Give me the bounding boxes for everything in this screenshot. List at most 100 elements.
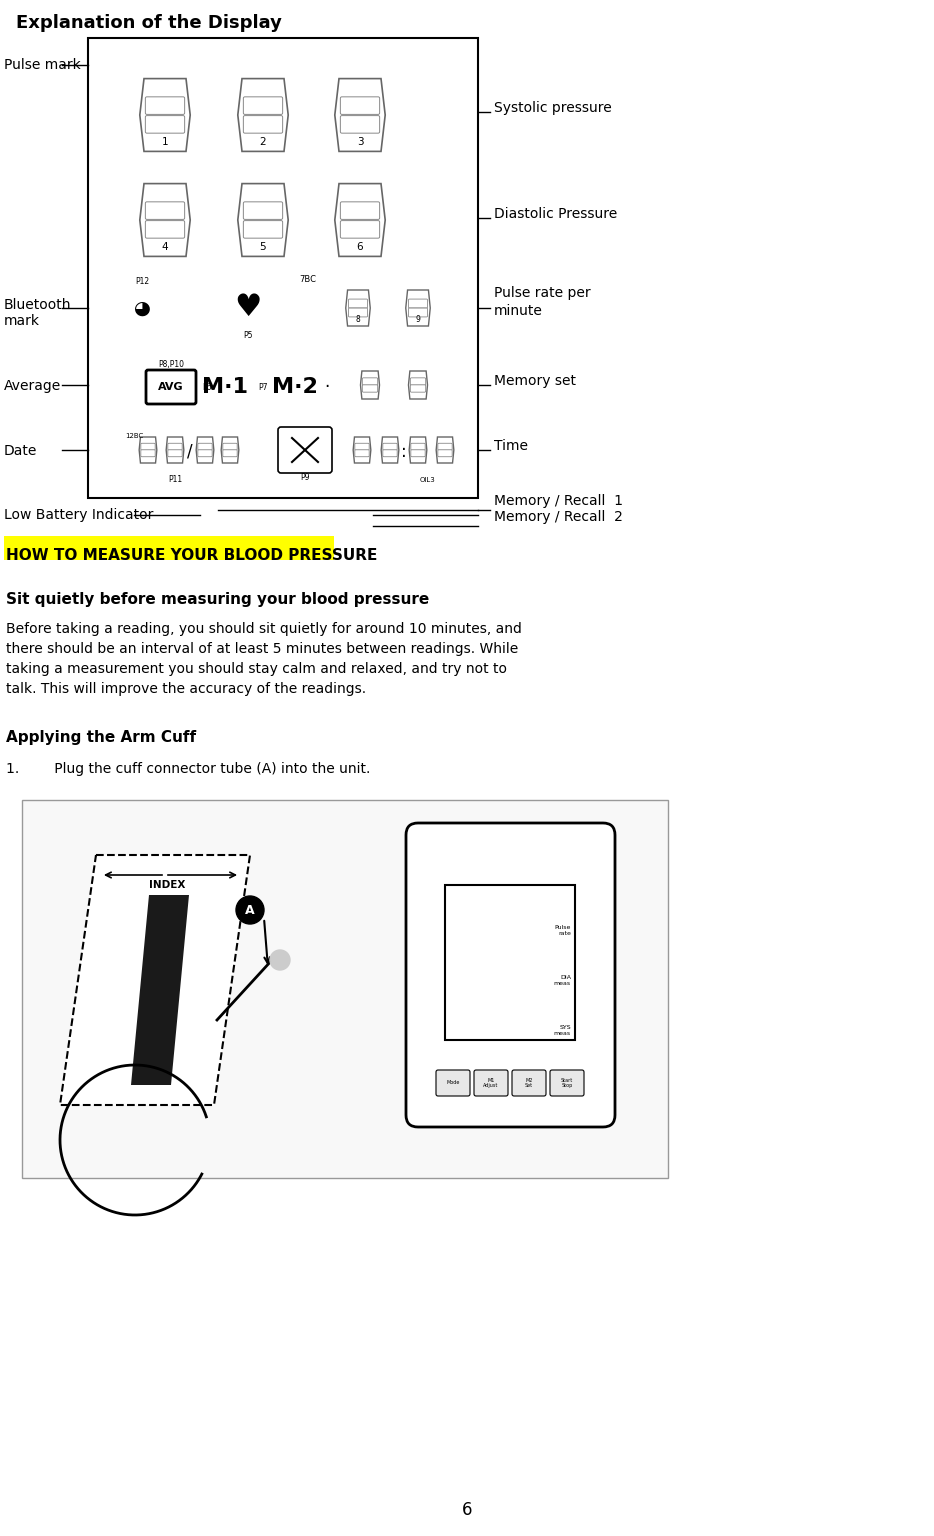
FancyBboxPatch shape bbox=[146, 221, 185, 238]
Text: Pulse
rate: Pulse rate bbox=[555, 925, 571, 935]
FancyBboxPatch shape bbox=[355, 444, 369, 450]
Text: AVG: AVG bbox=[158, 382, 184, 392]
Polygon shape bbox=[140, 184, 191, 257]
Polygon shape bbox=[346, 290, 370, 326]
Polygon shape bbox=[131, 895, 189, 1084]
Text: Explanation of the Display: Explanation of the Display bbox=[16, 14, 282, 32]
FancyBboxPatch shape bbox=[383, 450, 397, 456]
FancyBboxPatch shape bbox=[244, 201, 283, 220]
FancyBboxPatch shape bbox=[438, 450, 452, 456]
FancyBboxPatch shape bbox=[411, 450, 425, 456]
FancyBboxPatch shape bbox=[278, 427, 332, 473]
FancyBboxPatch shape bbox=[406, 823, 615, 1127]
FancyBboxPatch shape bbox=[362, 386, 377, 392]
Text: Before taking a reading, you should sit quietly for around 10 minutes, and
there: Before taking a reading, you should sit … bbox=[6, 622, 522, 696]
FancyBboxPatch shape bbox=[340, 115, 379, 134]
Text: Low Battery Indicator: Low Battery Indicator bbox=[4, 508, 153, 522]
Text: P8,P10: P8,P10 bbox=[158, 361, 184, 370]
Text: 4: 4 bbox=[162, 243, 168, 252]
Polygon shape bbox=[166, 438, 184, 462]
FancyBboxPatch shape bbox=[474, 1071, 508, 1097]
Circle shape bbox=[236, 895, 264, 925]
Text: 9: 9 bbox=[416, 315, 420, 324]
FancyBboxPatch shape bbox=[146, 370, 196, 404]
Polygon shape bbox=[221, 438, 239, 462]
Text: Time: Time bbox=[494, 439, 528, 453]
FancyBboxPatch shape bbox=[438, 444, 452, 450]
FancyBboxPatch shape bbox=[146, 97, 185, 114]
Bar bbox=[88, 38, 478, 498]
FancyBboxPatch shape bbox=[348, 309, 368, 316]
FancyBboxPatch shape bbox=[340, 201, 379, 220]
FancyBboxPatch shape bbox=[348, 300, 368, 307]
FancyBboxPatch shape bbox=[244, 115, 283, 134]
Polygon shape bbox=[196, 438, 214, 462]
Polygon shape bbox=[409, 438, 427, 462]
Text: Pulse rate per
minute: Pulse rate per minute bbox=[494, 286, 590, 318]
Polygon shape bbox=[238, 78, 289, 152]
Text: OlL3: OlL3 bbox=[420, 478, 436, 482]
Text: P9: P9 bbox=[300, 473, 310, 482]
Text: /: / bbox=[187, 442, 192, 461]
Polygon shape bbox=[436, 438, 454, 462]
Text: 6: 6 bbox=[357, 243, 363, 252]
FancyBboxPatch shape bbox=[362, 378, 377, 386]
FancyBboxPatch shape bbox=[223, 444, 237, 450]
Text: Sit quietly before measuring your blood pressure: Sit quietly before measuring your blood … bbox=[6, 591, 430, 607]
FancyBboxPatch shape bbox=[512, 1071, 546, 1097]
FancyBboxPatch shape bbox=[436, 1071, 470, 1097]
Polygon shape bbox=[139, 438, 157, 462]
Bar bbox=[445, 885, 575, 1040]
Polygon shape bbox=[238, 184, 289, 257]
Circle shape bbox=[270, 949, 290, 971]
FancyBboxPatch shape bbox=[168, 450, 182, 456]
FancyBboxPatch shape bbox=[244, 221, 283, 238]
FancyBboxPatch shape bbox=[550, 1071, 584, 1097]
Bar bbox=[4, 536, 334, 561]
Polygon shape bbox=[334, 184, 385, 257]
Text: ◕: ◕ bbox=[134, 298, 150, 318]
Text: Memory set: Memory set bbox=[494, 373, 576, 389]
Text: Bluetooth
mark: Bluetooth mark bbox=[4, 298, 72, 329]
Text: SYS
meas: SYS meas bbox=[554, 1025, 571, 1035]
Text: 3: 3 bbox=[357, 137, 363, 147]
FancyBboxPatch shape bbox=[340, 221, 379, 238]
FancyBboxPatch shape bbox=[355, 450, 369, 456]
Text: 2: 2 bbox=[260, 137, 266, 147]
Text: Memory / Recall  2: Memory / Recall 2 bbox=[494, 510, 623, 524]
Text: Date: Date bbox=[4, 444, 37, 458]
FancyBboxPatch shape bbox=[408, 309, 428, 316]
Text: Memory / Recall  1: Memory / Recall 1 bbox=[494, 495, 623, 508]
Text: DIA
meas: DIA meas bbox=[554, 975, 571, 986]
Text: 5: 5 bbox=[260, 243, 266, 252]
Text: M·2: M·2 bbox=[272, 376, 318, 396]
Polygon shape bbox=[405, 290, 431, 326]
Text: 6: 6 bbox=[461, 1501, 473, 1519]
Polygon shape bbox=[408, 372, 428, 399]
Polygon shape bbox=[334, 78, 385, 152]
Polygon shape bbox=[353, 438, 371, 462]
Text: M2
Set: M2 Set bbox=[525, 1078, 533, 1089]
Text: A: A bbox=[246, 903, 255, 917]
FancyBboxPatch shape bbox=[340, 97, 379, 114]
FancyBboxPatch shape bbox=[223, 450, 237, 456]
FancyBboxPatch shape bbox=[198, 450, 212, 456]
Text: HOW TO MEASURE YOUR BLOOD PRESSURE: HOW TO MEASURE YOUR BLOOD PRESSURE bbox=[6, 548, 377, 564]
FancyBboxPatch shape bbox=[168, 444, 182, 450]
Text: 1: 1 bbox=[162, 137, 168, 147]
FancyBboxPatch shape bbox=[244, 97, 283, 114]
Text: Start
Stop: Start Stop bbox=[561, 1078, 573, 1089]
Text: M1
Adjust: M1 Adjust bbox=[483, 1078, 499, 1089]
FancyBboxPatch shape bbox=[141, 450, 155, 456]
Text: P12: P12 bbox=[134, 278, 149, 287]
Text: Diastolic Pressure: Diastolic Pressure bbox=[494, 207, 617, 221]
Bar bbox=[22, 800, 668, 1178]
Text: ·: · bbox=[324, 378, 330, 396]
Text: Average: Average bbox=[4, 379, 62, 393]
Text: P7: P7 bbox=[258, 382, 268, 392]
Polygon shape bbox=[140, 78, 191, 152]
Polygon shape bbox=[381, 438, 399, 462]
FancyBboxPatch shape bbox=[383, 444, 397, 450]
Text: P5: P5 bbox=[243, 332, 253, 341]
Text: 7BC: 7BC bbox=[300, 275, 317, 284]
